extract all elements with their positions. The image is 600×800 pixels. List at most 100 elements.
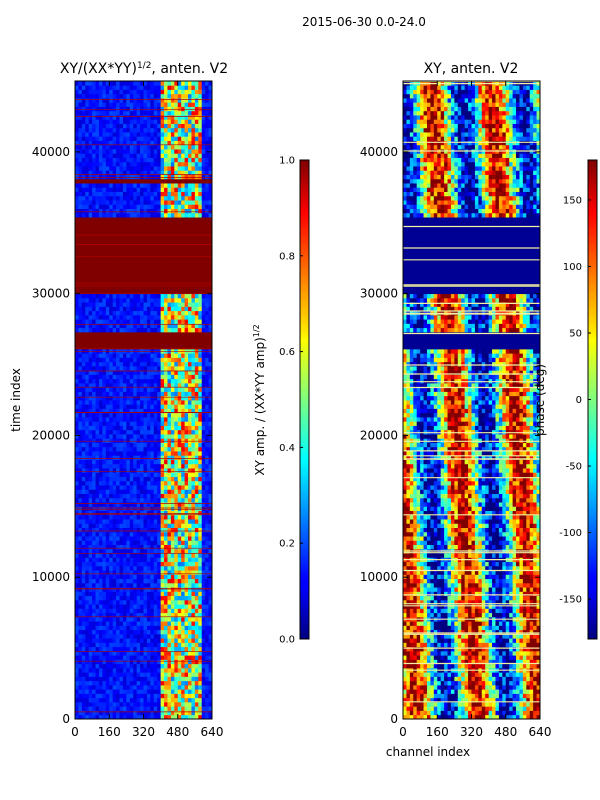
left-heat-cell xyxy=(143,595,148,601)
left-heat-cell xyxy=(164,642,168,648)
left-heat-cell xyxy=(109,259,114,265)
left-heat-cell xyxy=(105,663,110,669)
left-heat-cell xyxy=(205,548,209,554)
left-heat-cell xyxy=(140,638,144,643)
left-heat-cell xyxy=(170,395,175,401)
left-heat-cell xyxy=(75,676,79,682)
left-heat-cell xyxy=(78,336,83,341)
left-heat-cell xyxy=(116,434,120,439)
left-heat-cell xyxy=(174,374,179,380)
left-heat-cell xyxy=(181,404,185,409)
left-heat-cell xyxy=(174,255,179,261)
left-heat-cell xyxy=(143,242,148,248)
left-heat-cell xyxy=(129,361,134,367)
left-heat-cell xyxy=(160,191,165,197)
left-heat-cell xyxy=(198,616,203,622)
left-heat-cell xyxy=(208,544,212,550)
left-heat-cell xyxy=(167,302,172,307)
left-heat-cell xyxy=(136,289,141,295)
left-heat-cell xyxy=(157,412,162,418)
left-heat-cell xyxy=(164,400,168,405)
left-heat-cell xyxy=(208,293,212,299)
left-heat-cell xyxy=(153,667,158,673)
left-heat-cell xyxy=(98,604,103,609)
left-heat-cell xyxy=(160,536,165,541)
left-heat-cell xyxy=(133,306,138,312)
left-heat-cell xyxy=(109,404,114,409)
left-heat-cell xyxy=(126,548,131,554)
left-heat-cell xyxy=(174,659,179,665)
left-heat-cell xyxy=(129,497,134,503)
left-heat-cell xyxy=(184,451,189,456)
left-heat-cell xyxy=(78,195,83,201)
left-heat-cell xyxy=(126,225,131,231)
left-heat-cell xyxy=(102,476,107,482)
left-heat-cell xyxy=(122,344,127,350)
left-heat-cell xyxy=(75,225,79,231)
left-heat-cell xyxy=(208,625,212,631)
left-heat-cell xyxy=(75,561,79,567)
left-heat-cell xyxy=(205,370,209,375)
left-heat-cell xyxy=(160,642,165,648)
left-heat-cell xyxy=(78,459,83,465)
left-heat-cell xyxy=(208,225,212,231)
left-heat-cell xyxy=(201,527,206,533)
left-heat-cell xyxy=(177,591,182,597)
left-heat-cell xyxy=(81,608,86,614)
left-heat-cell xyxy=(205,672,209,677)
left-heat-cell xyxy=(140,268,144,273)
left-heat-cell xyxy=(167,476,172,482)
left-heat-cell xyxy=(205,553,209,558)
left-heat-cell xyxy=(126,246,131,252)
left-heat-cell xyxy=(198,400,203,405)
left-heat-cell xyxy=(194,259,199,265)
left-heat-cell xyxy=(116,200,120,205)
left-heat-cell xyxy=(88,251,93,256)
left-heat-cell xyxy=(95,710,100,716)
left-heat-cell xyxy=(85,540,90,546)
left-heat-cell xyxy=(95,493,100,499)
left-heat-cell xyxy=(143,612,148,618)
left-heat-cell xyxy=(205,438,209,443)
left-heat-cell xyxy=(75,476,79,482)
left-heat-cell xyxy=(191,714,196,719)
left-heat-cell xyxy=(157,689,162,694)
left-heat-cell xyxy=(81,519,86,524)
left-heat-cell xyxy=(150,336,155,341)
left-heat-cell xyxy=(198,412,203,418)
left-heat-cell xyxy=(112,621,117,626)
left-heat-cell xyxy=(146,302,151,307)
left-heat-cell xyxy=(85,680,90,686)
left-heat-cell xyxy=(143,314,148,320)
left-heat-cell xyxy=(88,208,93,214)
left-heat-cell xyxy=(153,289,158,295)
left-heat-cell xyxy=(188,510,192,516)
left-heat-cell xyxy=(174,446,179,452)
left-heat-cell xyxy=(174,604,179,609)
left-heat-cell xyxy=(105,382,110,388)
left-heat-cell xyxy=(78,221,83,227)
left-heat-cell xyxy=(198,557,203,563)
left-heat-cell xyxy=(208,323,212,329)
left-heat-cell xyxy=(112,319,117,324)
left-heat-cell xyxy=(136,667,141,673)
left-heat-cell xyxy=(109,208,114,214)
left-heat-cell xyxy=(95,187,100,192)
left-heat-cell xyxy=(184,200,189,205)
left-heat-cell xyxy=(191,587,196,592)
left-heat-cell xyxy=(198,221,203,227)
left-heat-cell xyxy=(157,650,162,656)
left-heat-cell xyxy=(102,629,107,635)
left-heat-cell xyxy=(194,680,199,686)
left-heat-cell xyxy=(188,582,192,588)
left-heat-cell xyxy=(164,378,168,384)
left-heat-cell xyxy=(177,370,182,375)
left-heat-cell xyxy=(109,217,114,222)
left-heat-cell xyxy=(181,412,185,418)
left-heat-cell xyxy=(191,387,196,392)
left-heat-cell xyxy=(208,706,212,711)
left-heat-cell xyxy=(177,689,182,694)
left-heat-cell xyxy=(181,625,185,631)
left-heat-cell xyxy=(105,234,110,239)
left-heat-cell xyxy=(136,336,141,341)
